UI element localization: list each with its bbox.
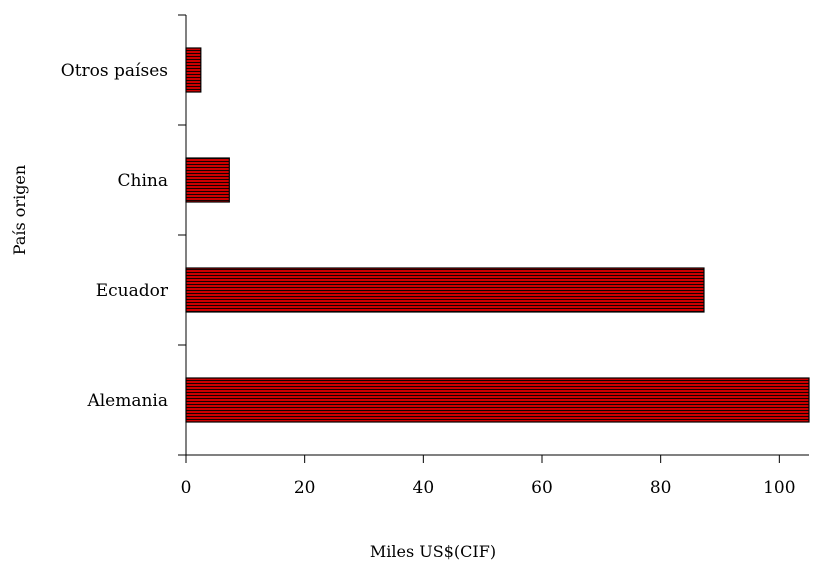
axes-layer bbox=[178, 14, 809, 463]
bar-china bbox=[185, 157, 230, 203]
labels-layer: Alemania Ecuador China Otros países 0 20 40 60 8… bbox=[61, 61, 796, 498]
y-tick-label: Alemania bbox=[86, 391, 168, 411]
bars-layer bbox=[185, 47, 810, 423]
x-tick-label: 0 bbox=[181, 478, 192, 498]
bar-otros-países bbox=[185, 47, 202, 93]
x-tick-label: 60 bbox=[531, 478, 553, 498]
bar-ecuador bbox=[185, 267, 705, 313]
bar-alemania bbox=[185, 377, 810, 423]
x-tick-label: 40 bbox=[413, 478, 435, 498]
y-tick-label: China bbox=[118, 171, 168, 191]
x-tick-label: 80 bbox=[650, 478, 672, 498]
y-tick-label: Otros países bbox=[61, 61, 168, 81]
x-axis-title: Miles US$(CIF) bbox=[370, 542, 496, 561]
x-tick-label: 20 bbox=[294, 478, 316, 498]
x-tick-label: 100 bbox=[763, 478, 795, 498]
y-tick-label: Ecuador bbox=[96, 281, 169, 301]
y-axis-title: País origen bbox=[10, 165, 29, 255]
